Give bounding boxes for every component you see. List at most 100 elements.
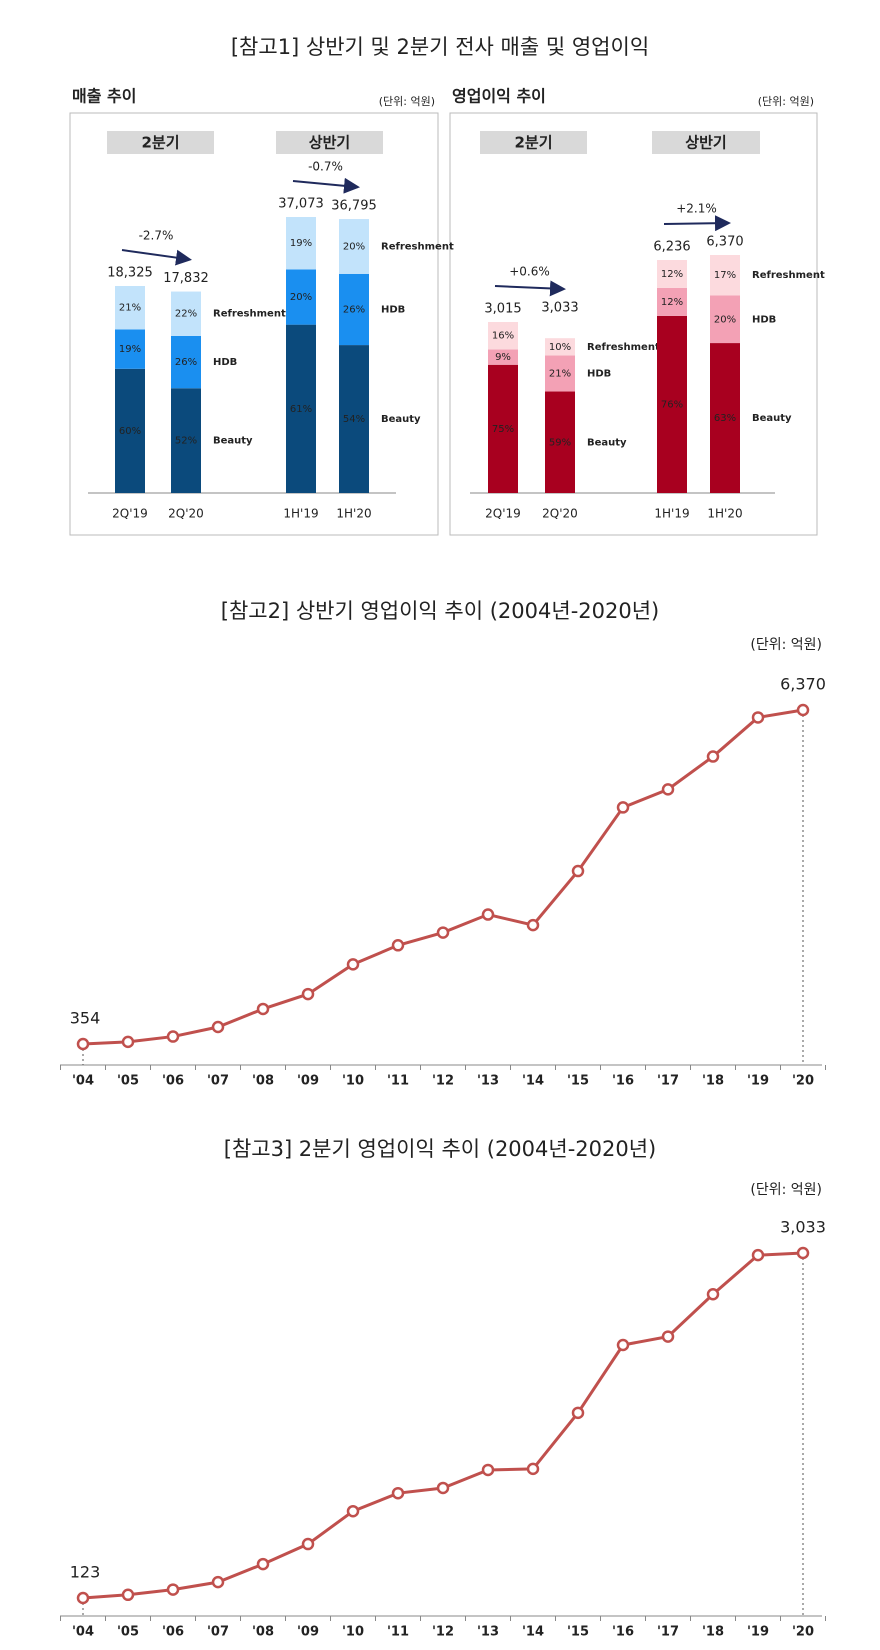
x-tick-label: '08 bbox=[252, 1074, 274, 1089]
panel-title: 매출 추이 bbox=[72, 87, 136, 106]
x-tick-label: '04 bbox=[72, 1074, 94, 1089]
bar-segment bbox=[339, 273, 369, 346]
segment-label: 9% bbox=[495, 352, 511, 363]
series-label: HDB bbox=[752, 314, 776, 325]
data-label: 3,033 bbox=[780, 1218, 826, 1237]
x-tick-label: '06 bbox=[162, 1074, 184, 1089]
total-label: 37,073 bbox=[278, 197, 324, 212]
point bbox=[571, 1406, 585, 1420]
point bbox=[256, 1557, 270, 1571]
point bbox=[616, 1338, 630, 1352]
point bbox=[751, 711, 765, 724]
bar-segment bbox=[710, 343, 740, 493]
point bbox=[526, 1462, 540, 1476]
total-label: 3,015 bbox=[484, 302, 521, 317]
x-tick-label: '16 bbox=[612, 1625, 634, 1640]
total-label: 6,370 bbox=[706, 235, 743, 250]
line bbox=[82, 708, 804, 1046]
point bbox=[661, 783, 675, 796]
segment-label: 75% bbox=[492, 424, 514, 435]
x-tick-label: 2Q'20 bbox=[542, 507, 578, 521]
segment-label: 12% bbox=[661, 269, 683, 280]
segment-label: 20% bbox=[714, 314, 736, 325]
change-arrow bbox=[494, 280, 566, 297]
bar-segment bbox=[545, 338, 575, 356]
point bbox=[301, 1537, 315, 1551]
x-tick-label: 1H'19 bbox=[283, 507, 318, 521]
change-label: -0.7% bbox=[308, 160, 343, 174]
segment-label: 26% bbox=[175, 357, 197, 368]
series-label: HDB bbox=[213, 357, 237, 368]
segment-label: 19% bbox=[290, 238, 312, 249]
bar-segment bbox=[115, 329, 145, 369]
segment-label: 21% bbox=[549, 368, 571, 379]
group-header bbox=[276, 131, 383, 154]
change-label: +0.6% bbox=[509, 265, 550, 279]
point bbox=[706, 750, 720, 763]
x-tick-label: '14 bbox=[522, 1074, 544, 1089]
group-header bbox=[480, 131, 587, 154]
point bbox=[436, 1481, 450, 1495]
point bbox=[436, 926, 450, 939]
segment-label: 20% bbox=[343, 241, 365, 252]
segment-label: 76% bbox=[661, 399, 683, 410]
group-header-label: 상반기 bbox=[309, 134, 350, 152]
bar-segment bbox=[488, 349, 518, 365]
group-header bbox=[107, 131, 214, 154]
data-label: 123 bbox=[70, 1563, 101, 1582]
line bbox=[82, 1251, 804, 1600]
x-tick-label: '11 bbox=[387, 1074, 409, 1089]
unit-label: (단위: 억원) bbox=[379, 95, 435, 108]
bar-segment bbox=[488, 364, 518, 493]
x-tick-label: '14 bbox=[522, 1625, 544, 1640]
series-label: Beauty bbox=[587, 437, 627, 448]
segment-label: 10% bbox=[549, 342, 571, 353]
point bbox=[211, 1575, 225, 1589]
point bbox=[301, 987, 315, 1001]
segment-label: 61% bbox=[290, 404, 312, 415]
chart-title: [참고2] 상반기 영업이익 추이 (2004년-2020년) bbox=[221, 599, 659, 623]
point bbox=[211, 1020, 225, 1034]
change-label: -2.7% bbox=[139, 229, 174, 243]
point bbox=[526, 918, 540, 932]
x-tick-label: '09 bbox=[297, 1625, 319, 1640]
x-tick-label: '07 bbox=[207, 1074, 229, 1089]
panel-title: 영업이익 추이 bbox=[452, 87, 546, 106]
bar-segment bbox=[115, 368, 145, 493]
series-label: Refreshment bbox=[381, 241, 454, 252]
x-tick-label: 1H'19 bbox=[654, 507, 689, 521]
point bbox=[391, 1486, 405, 1500]
segment-label: 63% bbox=[714, 413, 736, 424]
x-tick-label: '11 bbox=[387, 1625, 409, 1640]
segment-label: 26% bbox=[343, 304, 365, 315]
series-label: Refreshment bbox=[587, 342, 660, 353]
change-arrow bbox=[121, 249, 192, 266]
segment-label: 52% bbox=[175, 436, 197, 447]
segment-label: 17% bbox=[714, 270, 736, 281]
segment-label: 59% bbox=[549, 437, 571, 448]
bar-segment bbox=[657, 315, 687, 493]
total-label: 6,236 bbox=[653, 240, 690, 255]
bar-segment bbox=[286, 269, 316, 325]
point bbox=[571, 864, 585, 878]
total-label: 17,832 bbox=[163, 271, 209, 286]
x-tick-label: '10 bbox=[342, 1625, 364, 1640]
bar-segment bbox=[545, 355, 575, 392]
change-arrow bbox=[663, 215, 731, 232]
point bbox=[346, 958, 360, 971]
bar-segment bbox=[286, 217, 316, 270]
x-tick-label: '09 bbox=[297, 1074, 319, 1089]
point bbox=[661, 1330, 675, 1343]
point bbox=[481, 1463, 495, 1477]
x-tick-label: '20 bbox=[792, 1625, 814, 1640]
change-arrow bbox=[292, 177, 360, 194]
x-tick-label: '06 bbox=[162, 1625, 184, 1640]
segment-label: 12% bbox=[661, 297, 683, 308]
x-tick-label: '04 bbox=[72, 1625, 94, 1640]
x-tick-label: 1H'20 bbox=[707, 507, 742, 521]
point bbox=[796, 1246, 810, 1260]
series-label: HDB bbox=[381, 304, 405, 315]
group-header-label: 2분기 bbox=[514, 134, 552, 152]
segment-label: 60% bbox=[119, 426, 141, 437]
